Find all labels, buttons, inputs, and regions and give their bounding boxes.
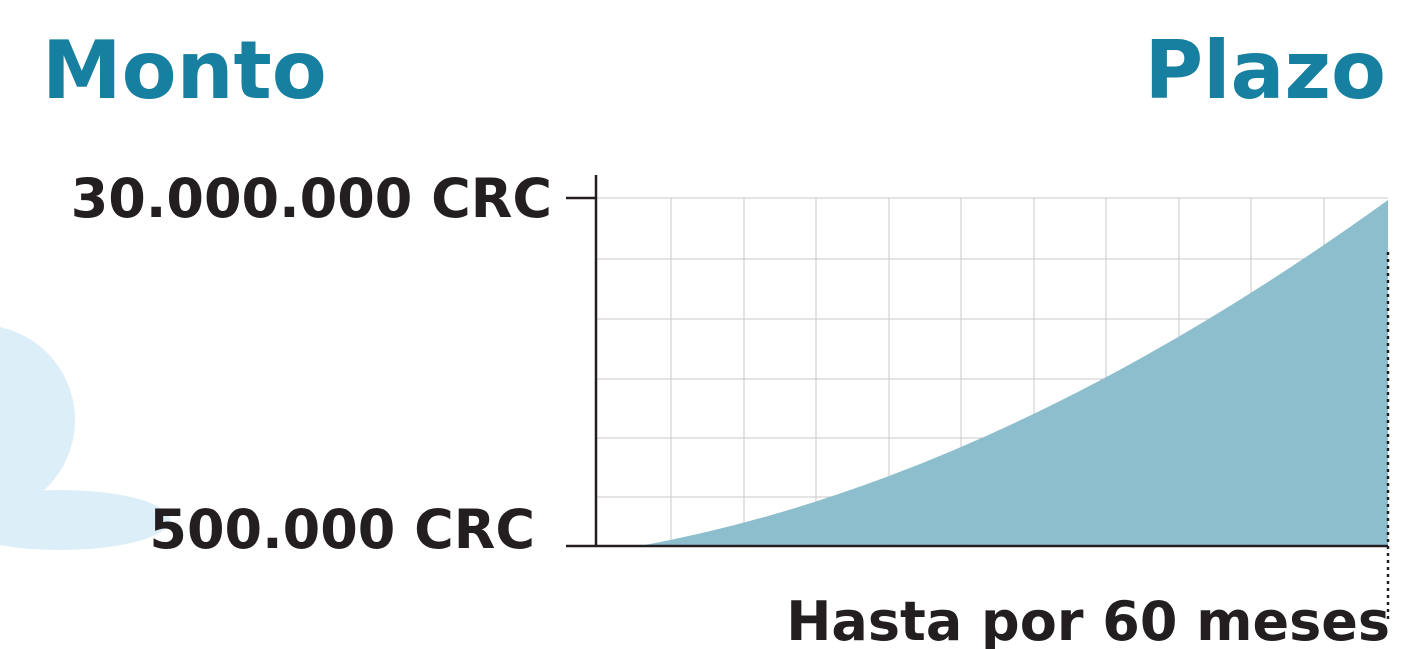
right-title: Plazo bbox=[1144, 24, 1386, 117]
top-label: 30.000.000 CRC bbox=[71, 167, 552, 230]
left-title: Monto bbox=[42, 24, 327, 117]
cloud bbox=[0, 325, 170, 550]
right-label: Hasta por 60 meses bbox=[786, 590, 1390, 649]
infographic: Monto Plazo 30.000.000 CRC 500.000 CRC H… bbox=[0, 0, 1403, 649]
bottom-label: 500.000 CRC bbox=[149, 498, 535, 561]
growth-area bbox=[640, 200, 1388, 546]
